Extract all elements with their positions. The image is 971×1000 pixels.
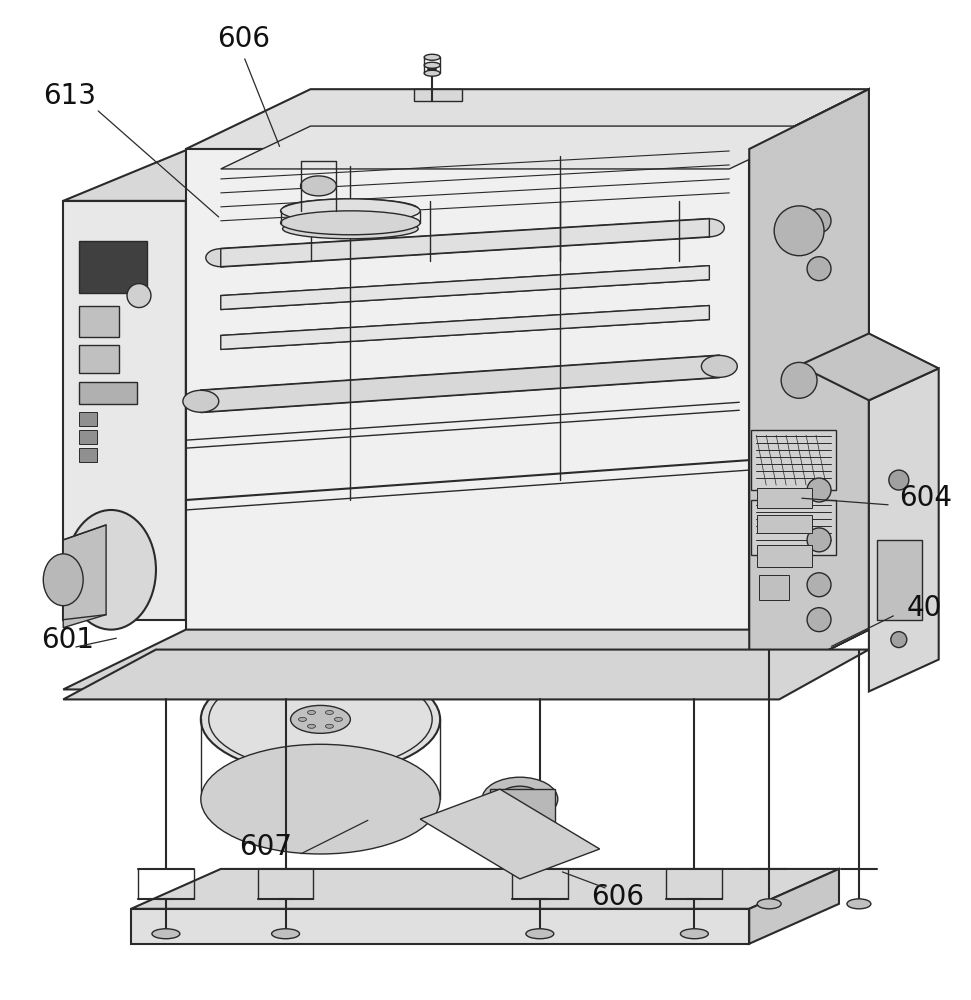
Polygon shape xyxy=(63,149,311,201)
Text: 607: 607 xyxy=(239,833,292,861)
Ellipse shape xyxy=(308,724,316,728)
Bar xyxy=(80,345,119,373)
Polygon shape xyxy=(63,650,869,699)
Polygon shape xyxy=(420,789,600,879)
Ellipse shape xyxy=(807,257,831,281)
Text: 613: 613 xyxy=(43,82,96,110)
Polygon shape xyxy=(63,630,869,689)
Ellipse shape xyxy=(701,355,737,377)
Ellipse shape xyxy=(272,929,299,939)
Ellipse shape xyxy=(888,470,909,490)
Ellipse shape xyxy=(807,209,831,233)
Ellipse shape xyxy=(424,54,440,60)
Polygon shape xyxy=(63,525,106,628)
Text: 604: 604 xyxy=(899,484,952,512)
Ellipse shape xyxy=(482,777,557,821)
Ellipse shape xyxy=(847,899,871,909)
Polygon shape xyxy=(185,149,750,689)
Ellipse shape xyxy=(151,929,180,939)
Text: 601: 601 xyxy=(42,626,94,654)
Ellipse shape xyxy=(325,724,333,728)
Ellipse shape xyxy=(281,211,420,235)
Polygon shape xyxy=(220,126,820,169)
Polygon shape xyxy=(750,869,839,944)
Ellipse shape xyxy=(127,284,151,308)
Polygon shape xyxy=(131,869,839,909)
Ellipse shape xyxy=(201,665,440,774)
Text: 606: 606 xyxy=(591,883,644,911)
Bar xyxy=(80,412,97,426)
Ellipse shape xyxy=(325,710,333,714)
Ellipse shape xyxy=(424,62,440,68)
Ellipse shape xyxy=(334,717,343,721)
Ellipse shape xyxy=(301,176,336,196)
Ellipse shape xyxy=(694,219,724,237)
Bar xyxy=(415,89,462,101)
Ellipse shape xyxy=(681,929,709,939)
Text: 606: 606 xyxy=(218,25,270,53)
Polygon shape xyxy=(220,266,710,310)
Polygon shape xyxy=(185,149,311,620)
Bar xyxy=(80,382,137,404)
Ellipse shape xyxy=(807,573,831,597)
Bar xyxy=(759,575,789,600)
Bar xyxy=(80,306,119,337)
Ellipse shape xyxy=(890,632,907,648)
Ellipse shape xyxy=(757,899,781,909)
Polygon shape xyxy=(750,89,869,689)
Ellipse shape xyxy=(781,362,817,398)
Bar xyxy=(80,430,97,444)
Bar xyxy=(877,540,921,620)
Ellipse shape xyxy=(66,510,156,630)
Ellipse shape xyxy=(526,929,553,939)
Bar xyxy=(757,515,812,533)
Ellipse shape xyxy=(283,219,419,239)
Ellipse shape xyxy=(44,554,84,606)
Ellipse shape xyxy=(298,717,307,721)
Bar xyxy=(752,500,836,555)
Ellipse shape xyxy=(308,710,316,714)
Polygon shape xyxy=(220,306,710,349)
Ellipse shape xyxy=(498,786,542,812)
Ellipse shape xyxy=(424,70,440,76)
Bar xyxy=(757,488,812,508)
Ellipse shape xyxy=(206,249,236,267)
Polygon shape xyxy=(220,219,710,267)
Polygon shape xyxy=(63,201,185,620)
Polygon shape xyxy=(490,789,554,829)
Ellipse shape xyxy=(807,528,831,552)
Polygon shape xyxy=(799,333,939,400)
Text: 40: 40 xyxy=(907,594,942,622)
Ellipse shape xyxy=(807,478,831,502)
Bar xyxy=(752,430,836,490)
Ellipse shape xyxy=(183,390,218,412)
Bar xyxy=(757,545,812,567)
Bar xyxy=(80,448,97,462)
Ellipse shape xyxy=(201,744,440,854)
Bar xyxy=(80,241,147,293)
Ellipse shape xyxy=(290,705,351,733)
Ellipse shape xyxy=(283,199,419,219)
Polygon shape xyxy=(131,909,750,944)
Polygon shape xyxy=(869,368,939,691)
Ellipse shape xyxy=(807,608,831,632)
Polygon shape xyxy=(185,89,869,149)
Polygon shape xyxy=(201,355,720,412)
Polygon shape xyxy=(750,89,869,689)
Ellipse shape xyxy=(774,206,824,256)
Ellipse shape xyxy=(281,199,420,223)
Bar xyxy=(66,555,106,595)
